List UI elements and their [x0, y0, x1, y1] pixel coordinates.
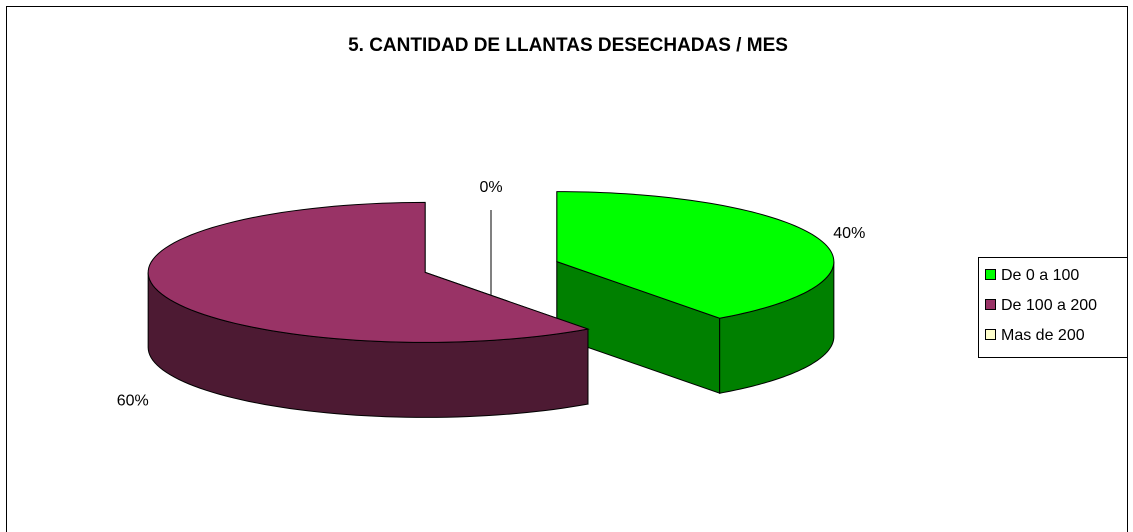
- data-label: 60%: [117, 393, 149, 410]
- legend-swatch: [985, 299, 996, 310]
- chart-title: 5. CANTIDAD DE LLANTAS DESECHADAS / MES: [348, 35, 788, 56]
- data-label: 0%: [479, 179, 502, 196]
- legend-label: De 100 a 200: [1001, 297, 1097, 314]
- pie-slice: [147, 201, 590, 418]
- data-label: 40%: [833, 225, 865, 242]
- slice-top: [556, 191, 835, 319]
- legend: [978, 257, 1128, 358]
- slice-top: [147, 201, 590, 343]
- legend-swatch: [985, 329, 996, 340]
- legend-swatch: [985, 269, 996, 280]
- legend-label: Mas de 200: [1001, 327, 1085, 344]
- pie-slice: [556, 191, 835, 394]
- legend-label: De 0 a 100: [1001, 267, 1079, 284]
